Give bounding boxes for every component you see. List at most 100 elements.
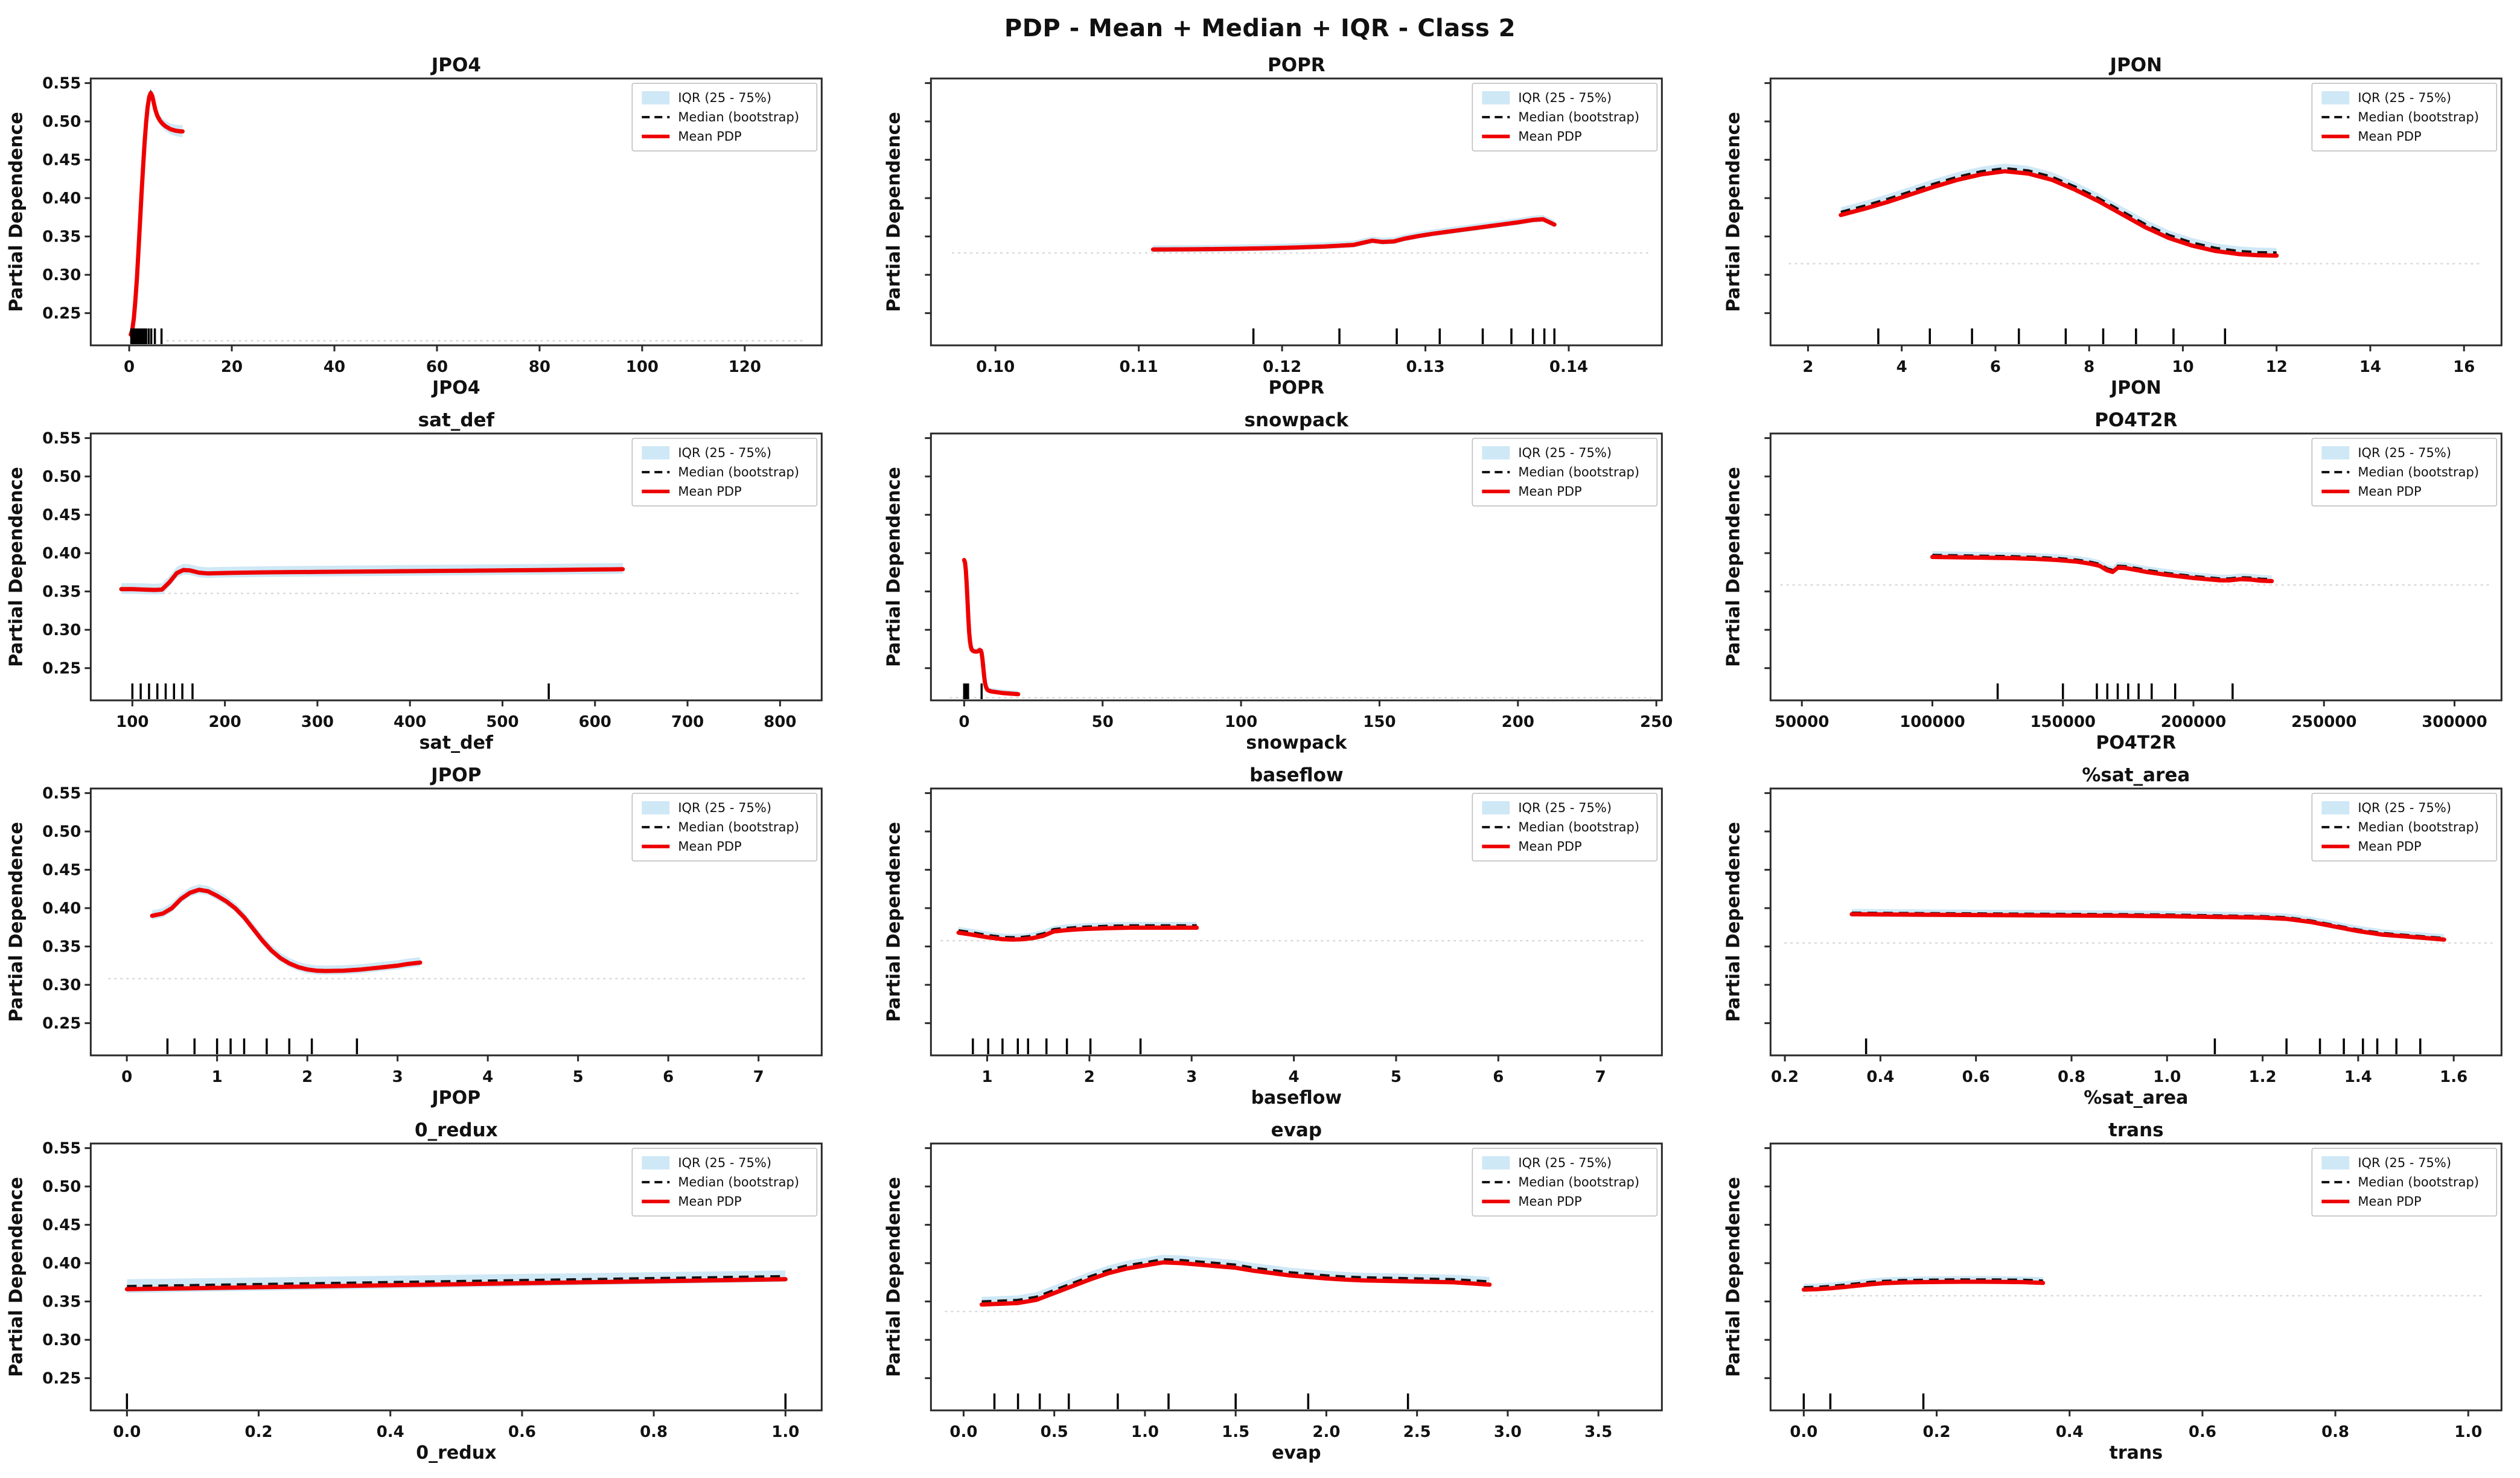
legend: IQR (25 - 75%) Median (bootstrap) Mean PDP: [2311, 793, 2498, 862]
legend-box: [2311, 1148, 2498, 1217]
x-tick-label: 100: [116, 713, 148, 731]
x-tick-label: 10: [2172, 358, 2194, 376]
legend-iqr-swatch: [2321, 1156, 2350, 1169]
legend: IQR (25 - 75%) Median (bootstrap) Mean PDP: [631, 1148, 818, 1217]
mean-pdp-line: [1150, 217, 1557, 252]
x-axis: 1 2 3 4 5 6 7: [981, 1055, 1606, 1086]
legend-box: [2311, 793, 2498, 862]
x-axis: 0.0 0.5 1.0 1.5 2.0 2.5 3.0 3.5: [949, 1410, 1612, 1441]
legend-label: Mean PDP: [678, 839, 741, 854]
legend-label: IQR (25 - 75%): [678, 801, 771, 815]
plot-frame: [1770, 77, 2503, 347]
pdp-subplot: 0 20 40 60 80 100 1200.250.300.350.400.450.500…: [5, 54, 823, 398]
y-axis: [924, 1147, 931, 1380]
x-tick-label: 0.10: [976, 358, 1015, 376]
legend-box: [1472, 438, 1657, 507]
y-axis-label: Partial Dependence: [5, 822, 27, 1022]
y-axis: [1764, 1147, 1771, 1380]
iqr-band: [981, 1255, 1490, 1307]
rug-marks: [1877, 328, 2227, 344]
y-axis-label: Partial Dependence: [883, 1177, 904, 1377]
legend-label: IQR (25 - 75%): [678, 1156, 771, 1170]
y-tick-label: 0.25: [42, 1015, 81, 1033]
legend: IQR (25 - 75%) Median (bootstrap) Mean PDP: [631, 83, 818, 152]
mean-pdp-line: [1930, 555, 2274, 583]
pdp-subplot: 1 2 3 4 5 6 7 baseflow baseflow Partial Dependenc…: [883, 764, 1663, 1108]
x-tick-label: 100: [626, 358, 659, 376]
legend-iqr-swatch: [642, 446, 670, 459]
rug-marks: [963, 683, 983, 699]
x-tick-label: 6: [663, 1068, 674, 1086]
plot-frame: [1770, 432, 2503, 702]
x-tick-label: 800: [764, 713, 796, 731]
x-tick-label: 200000: [2161, 713, 2227, 731]
iqr-band: [121, 563, 623, 595]
x-tick-label: 1.0: [771, 1423, 799, 1441]
legend-label: Median (bootstrap): [1518, 465, 1639, 479]
x-axis-label: 0_redux: [416, 1442, 496, 1464]
mean-pdp-line: [1802, 1279, 2046, 1292]
subplot-grid: 0 20 40 60 80 100 120 0.25 0.30 0.35 0.40 0.45 0.50 0…: [0, 51, 2520, 1471]
x-axis-label: baseflow: [1251, 1087, 1341, 1108]
legend-box: [631, 83, 818, 152]
legend-label: Mean PDP: [2358, 1194, 2422, 1209]
x-tick-label: 0.8: [2058, 1068, 2085, 1086]
x-tick-label: 16: [2453, 358, 2475, 376]
x-tick-label: 60: [426, 358, 448, 376]
subplot-title: baseflow: [1249, 764, 1344, 786]
plot-frame: [89, 787, 823, 1057]
legend-label: Median (bootstrap): [678, 1175, 799, 1189]
legend-label: IQR (25 - 75%): [1518, 1156, 1612, 1170]
y-axis-label: Partial Dependence: [883, 467, 904, 667]
subplot-title: POPR: [1268, 54, 1325, 76]
subplot-title: evap: [1271, 1119, 1321, 1141]
subplot-title: trans: [2108, 1119, 2164, 1141]
x-tick-label: 3: [1186, 1068, 1197, 1086]
x-tick-label: 200: [208, 713, 241, 731]
x-tick-label: 0.5: [1040, 1423, 1068, 1441]
legend: IQR (25 - 75%) Median (bootstrap) Mean PDP: [1472, 1148, 1657, 1217]
legend-iqr-swatch: [2321, 446, 2350, 459]
rug-marks: [971, 1038, 1141, 1054]
y-tick-label: 0.35: [42, 583, 81, 601]
x-tick-label: 250000: [2291, 713, 2357, 731]
legend-iqr-swatch: [642, 801, 670, 814]
x-tick-label: 3: [392, 1068, 403, 1086]
legend-label: IQR (25 - 75%): [2358, 91, 2452, 105]
x-tick-label: 2.0: [1312, 1423, 1340, 1441]
x-axis-label: %sat_area: [2084, 1087, 2189, 1108]
plot-frame: [930, 1142, 1663, 1412]
mean-pdp-line: [1849, 912, 2447, 942]
x-tick-label: 0.8: [640, 1423, 668, 1441]
legend-label: IQR (25 - 75%): [1518, 801, 1612, 815]
y-tick-label: 0.30: [42, 621, 81, 639]
legend-label: IQR (25 - 75%): [2358, 801, 2452, 815]
legend-iqr-swatch: [1481, 801, 1510, 814]
x-tick-label: 50: [1091, 713, 1113, 731]
legend-iqr-swatch: [1481, 1156, 1510, 1169]
x-tick-label: 0.6: [1962, 1068, 1990, 1086]
x-axis-label: PO4T2R: [2096, 732, 2177, 753]
mean-pdp-line: [150, 888, 423, 973]
plot-frame: [930, 77, 1663, 347]
y-tick-label: 0.40: [42, 1255, 81, 1273]
legend: IQR (25 - 75%) Median (bootstrap) Mean PDP: [2311, 1148, 2498, 1217]
legend-iqr-swatch: [2321, 91, 2350, 104]
x-tick-label: 100000: [1900, 713, 1966, 731]
x-tick-label: 20: [221, 358, 243, 376]
plot-frame: [89, 1142, 823, 1412]
plot-frame: [930, 787, 1663, 1057]
y-axis-label: Partial Dependence: [5, 467, 27, 667]
y-axis: 0.25 0.30 0.35 0.40 0.45 0.50 0.55: [42, 1140, 91, 1388]
plot-frame: [930, 432, 1663, 702]
pdp-subplot: 2 4 6 8 10 12 14 16 JPON JPON Partial Dependence IQ…: [1723, 54, 2503, 398]
pdp-subplot: 0 50 100 150 200 250 snowpack snowpack Partial D…: [883, 409, 1673, 753]
x-tick-label: 0: [959, 713, 969, 731]
x-tick-label: 0.4: [2056, 1423, 2084, 1441]
y-axis: 0.25 0.30 0.35 0.40 0.45 0.50 0.55: [42, 75, 91, 323]
x-tick-label: 0.4: [1867, 1068, 1895, 1086]
x-tick-label: 200: [1501, 713, 1534, 731]
median-line: [1840, 167, 2277, 254]
pdp-subplot: 0.0 0.5 1.0 1.5 2.0 2.5 3.0 3.5 evap evap Partial …: [883, 1119, 1663, 1464]
legend-iqr-swatch: [642, 1156, 670, 1169]
